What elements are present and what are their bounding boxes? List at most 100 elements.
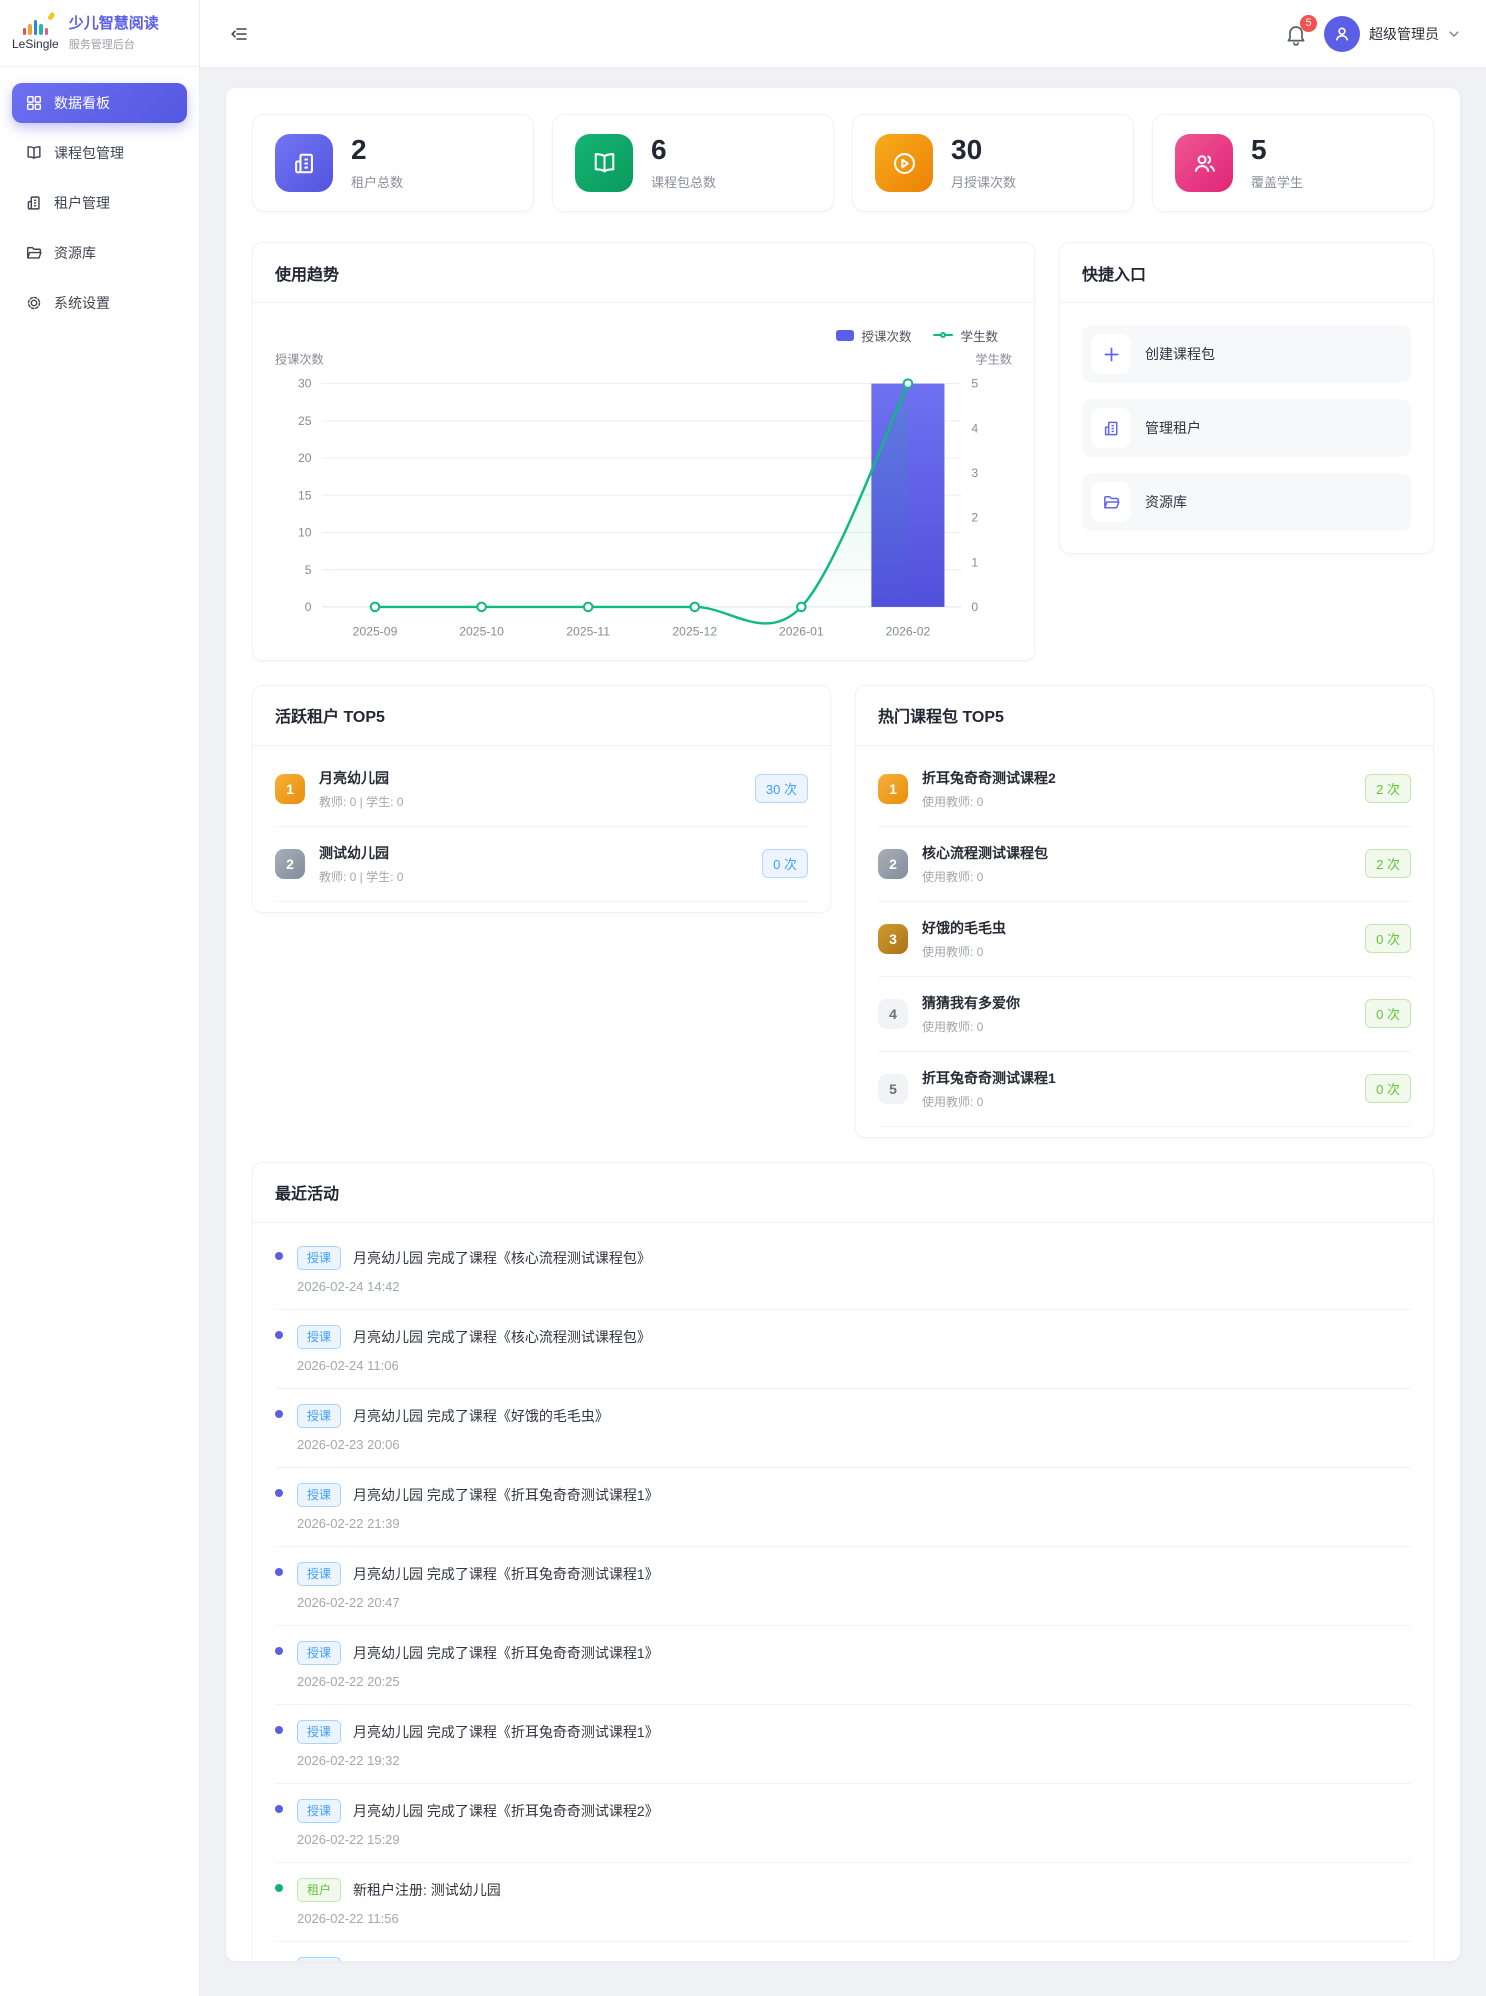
svg-text:2026-01: 2026-01 — [779, 624, 824, 638]
sidebar-item-resources[interactable]: 资源库 — [12, 233, 187, 273]
activity-time: 2026-02-24 14:42 — [297, 1278, 400, 1294]
chart-legend: 授课次数 学生数 — [273, 326, 1014, 345]
usage-count-badge: 30 次 — [754, 774, 808, 804]
tenant-name: 月亮幼儿园 — [319, 769, 389, 786]
package-meta: 使用教师: 0 — [922, 944, 984, 959]
sidebar-item-label: 租户管理 — [54, 195, 110, 211]
rank-badge: 4 — [878, 998, 908, 1029]
rank-badge: 2 — [878, 848, 908, 879]
active-tenants-panel: 活跃租户 TOP5 1 月亮幼儿园 教师: 0 | 学生: 0 30 次 — [252, 684, 831, 913]
svg-text:5: 5 — [971, 377, 978, 391]
line-series-swatch — [933, 332, 954, 338]
quick-entry-resources[interactable]: 资源库 — [1082, 473, 1411, 531]
main-area: 5 超级管理员 2 — [200, 0, 1486, 1996]
activity-text: 新租户注册: 测试幼儿园 — [353, 1881, 501, 1898]
building-icon — [1091, 408, 1131, 448]
activity-dot — [275, 1883, 283, 1892]
active-tenants-title: 活跃租户 TOP5 — [253, 686, 830, 746]
stat-value: 5 — [1251, 134, 1267, 166]
svg-text:2025-11: 2025-11 — [566, 624, 610, 638]
activity-time: 2026-02-22 15:29 — [297, 1831, 400, 1847]
svg-text:0: 0 — [971, 600, 978, 614]
notifications-button[interactable]: 5 — [1284, 14, 1317, 46]
activity-text: 月亮幼儿园 完成了课程《折耳兔奇奇测试课程1》 — [353, 1486, 659, 1503]
user-menu[interactable]: 超级管理员 — [1324, 15, 1460, 52]
stat-label: 课程包总数 — [651, 174, 717, 190]
stat-value: 6 — [651, 134, 667, 166]
bell-icon — [1287, 25, 1305, 46]
sidebar-item-dashboard[interactable]: 数据看板 — [12, 83, 187, 123]
tenant-rank-row: 2 测试幼儿园 教师: 0 | 学生: 0 0 次 — [275, 827, 808, 902]
activity-row: 授课 月亮幼儿园 完成了课程《折耳兔奇奇测试课程1》 2026-02-22 21… — [275, 1468, 1411, 1547]
folder-icon — [26, 246, 42, 259]
svg-text:4: 4 — [971, 421, 978, 435]
package-meta: 使用教师: 0 — [922, 794, 984, 809]
sidebar-item-tenants[interactable]: 租户管理 — [12, 183, 187, 223]
notification-count-badge: 5 — [1300, 14, 1317, 32]
sidebar-item-course-packages[interactable]: 课程包管理 — [12, 133, 187, 173]
stat-card-students: 5 覆盖学生 — [1152, 114, 1434, 212]
usage-trend-title: 使用趋势 — [253, 243, 1034, 303]
activity-text: 月亮幼儿园 完成了课程《核心流程测试课程包》 — [353, 1249, 651, 1266]
stat-card-monthly-lessons: 30 月授课次数 — [852, 114, 1134, 212]
activity-type-badge: 授课 — [297, 1561, 342, 1586]
svg-text:学生数: 学生数 — [975, 351, 1012, 366]
activity-text: 月亮幼儿园 完成了课程《折耳兔奇奇测试课程1》 — [353, 1723, 659, 1740]
activity-time: 2026-02-22 20:47 — [297, 1594, 400, 1610]
activity-row: 授课 月亮幼儿园 完成了课程《折耳兔奇奇测试课程1》 2026-02-22 19… — [275, 1705, 1411, 1784]
tenant-rank-row: 1 月亮幼儿园 教师: 0 | 学生: 0 30 次 — [275, 752, 808, 827]
tenant-name: 测试幼儿园 — [319, 844, 389, 861]
activity-type-badge: 授课 — [297, 1798, 342, 1823]
activity-time: 2026-02-24 11:06 — [297, 1357, 399, 1373]
user-name: 超级管理员 — [1369, 25, 1439, 42]
quick-entry-create-package[interactable]: 创建课程包 — [1082, 325, 1411, 383]
package-meta: 使用教师: 0 — [922, 1094, 984, 1109]
activity-type-badge: 授课 — [297, 1640, 342, 1665]
tenant-meta: 教师: 0 | 学生: 0 — [319, 794, 404, 809]
usage-count-badge: 2 次 — [1365, 774, 1411, 804]
row-top5: 活跃租户 TOP5 1 月亮幼儿园 教师: 0 | 学生: 0 30 次 — [252, 684, 1434, 1138]
stat-value: 30 — [951, 134, 983, 166]
gear-icon — [27, 296, 41, 310]
sidebar-item-settings[interactable]: 系统设置 — [12, 283, 187, 323]
activity-row: 授课 月亮幼儿园 完成了课程《折耳兔奇奇测试课程1》 2026-02-22 20… — [275, 1547, 1411, 1626]
stat-label: 月授课次数 — [951, 174, 1017, 190]
usage-count-badge: 0 次 — [1365, 924, 1411, 954]
usage-count-badge: 0 次 — [1365, 1074, 1411, 1104]
package-rank-row: 4 猜猜我有多爱你 使用教师: 0 0 次 — [878, 977, 1411, 1052]
quick-entry-title: 快捷入口 — [1060, 243, 1433, 303]
legend-item-line: 学生数 — [933, 326, 998, 345]
quick-entry-manage-tenants[interactable]: 管理租户 — [1082, 399, 1411, 457]
usage-trend-panel: 使用趋势 授课次数 学生数 0 5 10 15 20 25 30 0 1 2 3 4 5 授课次数 学生数 2… — [252, 242, 1035, 661]
svg-text:2025-10: 2025-10 — [459, 624, 504, 638]
stat-value: 2 — [351, 134, 367, 166]
package-rank-row: 3 好饿的毛毛虫 使用教师: 0 0 次 — [878, 902, 1411, 977]
user-icon — [1335, 26, 1349, 41]
svg-text:2026-02: 2026-02 — [886, 624, 931, 638]
sidebar-collapse-button[interactable] — [226, 21, 252, 47]
activity-row: 授课 月亮幼儿园 完成了课程《好饿的毛毛虫》 2026-02-23 20:06 — [275, 1389, 1411, 1468]
building-icon — [275, 134, 333, 192]
activity-dot — [275, 1251, 283, 1260]
brand-logo: LeSingle 少儿智慧阅读 服务管理后台 — [0, 0, 199, 67]
activity-row: 授课 月亮幼儿园 完成了课程《折耳兔奇奇测试课程2》 2026-02-22 15… — [275, 1784, 1411, 1863]
activity-text: 月亮幼儿园 完成了课程《折耳兔奇奇测试课程2》 — [353, 1802, 659, 1819]
hot-packages-title: 热门课程包 TOP5 — [856, 686, 1433, 746]
plus-icon — [1091, 334, 1131, 374]
stat-card-tenants: 2 租户总数 — [252, 114, 534, 212]
activity-dot — [275, 1567, 283, 1576]
svg-text:2: 2 — [971, 511, 978, 525]
activity-text: 月亮幼儿园 完成了课程《核心流程测试课程包》 — [353, 1328, 651, 1345]
row-trend-quick: 使用趋势 授课次数 学生数 0 5 10 15 20 25 30 0 1 2 3 4 5 授课次数 学生数 2… — [252, 242, 1434, 661]
stats-row: 2 租户总数 6 课程包总数 30 — [252, 114, 1434, 212]
rank-badge: 5 — [878, 1073, 908, 1104]
activity-time: 2026-02-22 20:25 — [297, 1673, 400, 1689]
chevron-down-icon — [1449, 30, 1459, 37]
package-name: 折耳兔奇奇测试课程1 — [922, 1069, 1056, 1086]
quick-entry-list: 创建课程包 管理租户 资源库 — [1060, 303, 1433, 553]
recent-activities-title: 最近活动 — [253, 1163, 1433, 1223]
svg-text:10: 10 — [298, 526, 312, 540]
activity-type-badge: 租户 — [297, 1877, 342, 1902]
rank-badge: 1 — [275, 773, 305, 804]
sidebar-item-label: 系统设置 — [54, 295, 110, 311]
